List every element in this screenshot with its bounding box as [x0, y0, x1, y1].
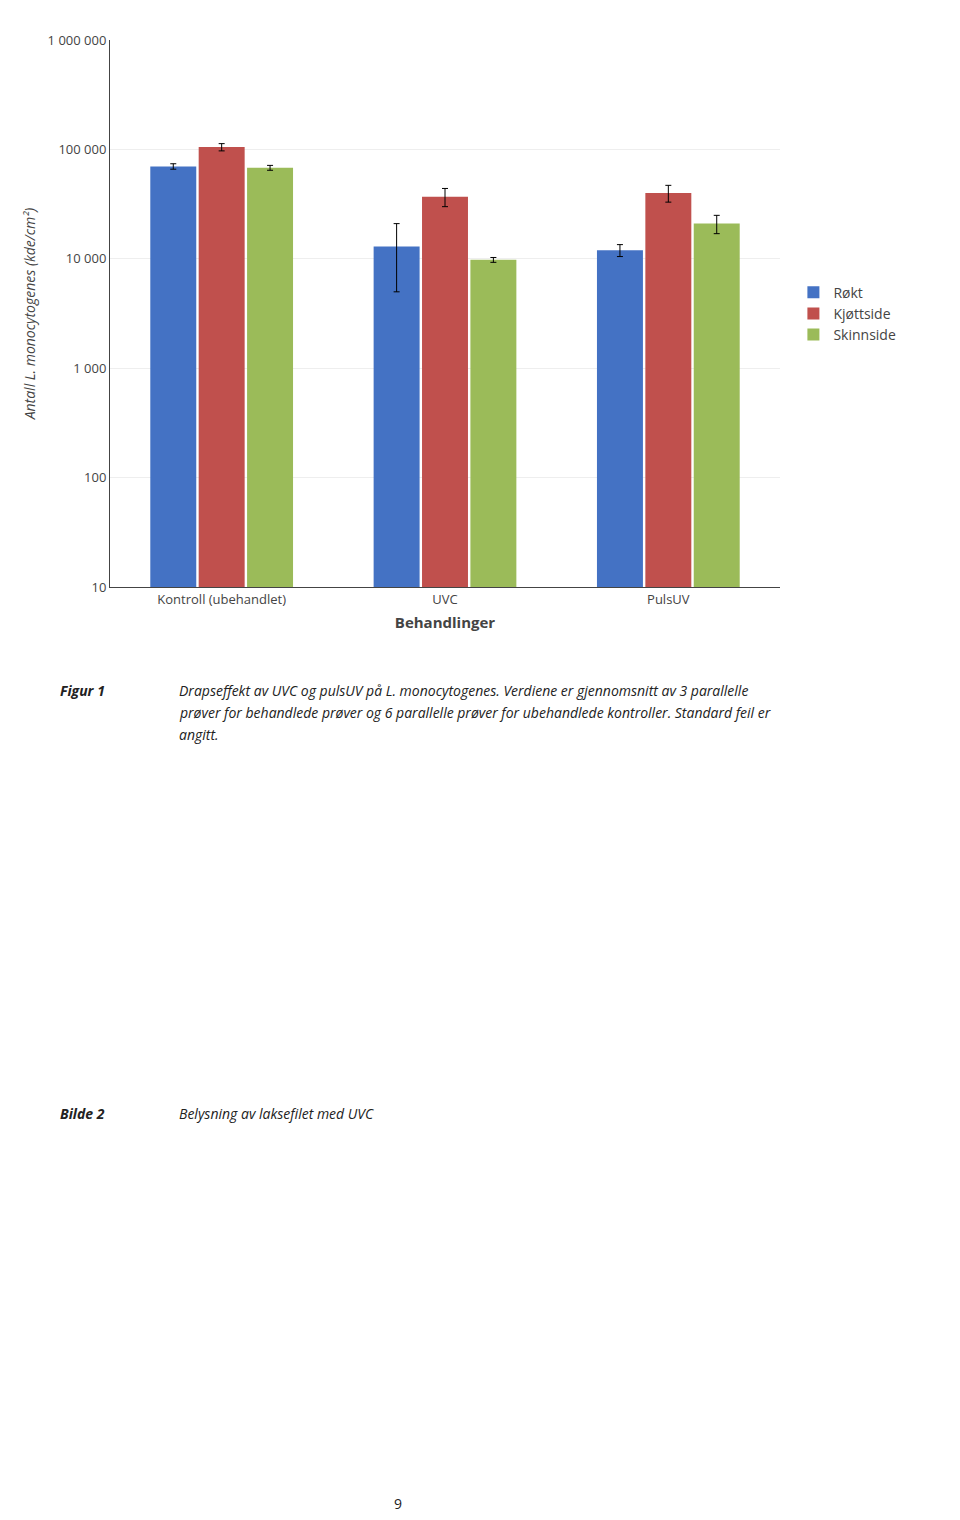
svg-text:Bilde 2: Bilde 2	[60, 1104, 105, 1123]
svg-text:100 000: 100 000	[58, 140, 106, 158]
svg-text:100: 100	[84, 468, 106, 486]
svg-text:Belysning av laksefilet med UV: Belysning av laksefilet med UVC	[179, 1104, 374, 1123]
svg-text:Skinnside: Skinnside	[833, 325, 896, 344]
svg-text:1 000: 1 000	[73, 359, 106, 377]
svg-text:Kontroll (ubehandlet): Kontroll (ubehandlet)	[157, 590, 286, 608]
svg-text:Kjøttside: Kjøttside	[833, 304, 890, 323]
svg-text:9: 9	[394, 1494, 402, 1513]
svg-text:angitt.: angitt.	[179, 725, 219, 744]
svg-text:prøver for behandlede prøver o: prøver for behandlede prøver og 6 parall…	[179, 703, 771, 722]
svg-text:Figur 1: Figur 1	[60, 681, 105, 700]
svg-text:1 000 000: 1 000 000	[48, 31, 107, 49]
svg-text:Behandlinger: Behandlinger	[395, 612, 496, 632]
svg-text:Drapseffekt av UVC og pulsUV p: Drapseffekt av UVC og pulsUV på L. monoc…	[179, 681, 748, 700]
svg-text:Antall L. monocytogenes (kde/c: Antall L. monocytogenes (kde/cm²)	[20, 208, 39, 421]
svg-text:10 000: 10 000	[66, 249, 107, 267]
svg-text:10: 10	[92, 578, 107, 596]
svg-text:UVC: UVC	[432, 590, 457, 608]
svg-text:Røkt: Røkt	[833, 283, 862, 302]
svg-text:PulsUV: PulsUV	[647, 590, 690, 608]
